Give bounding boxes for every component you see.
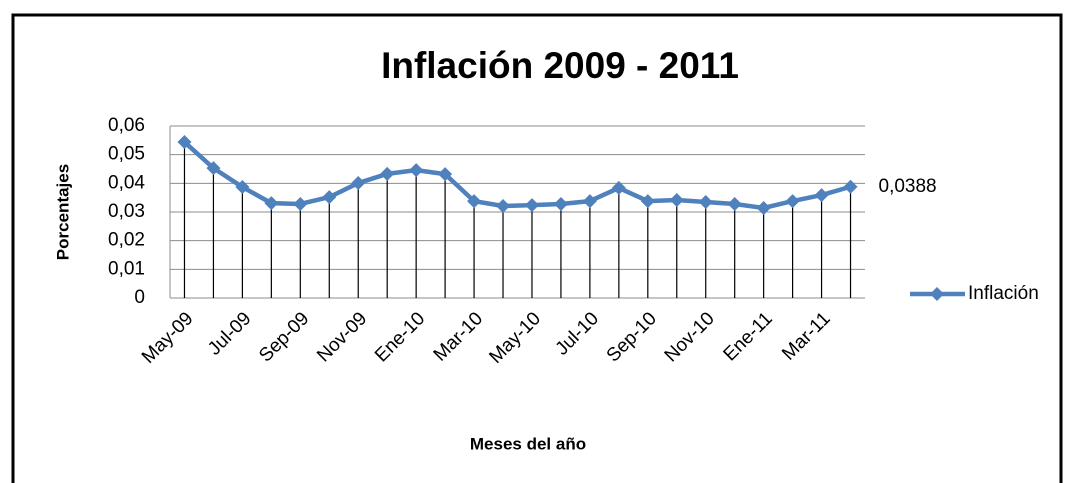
- y-tick-label: 0: [134, 287, 145, 308]
- marker: [206, 161, 221, 176]
- marker: [264, 196, 279, 211]
- marker: [409, 163, 424, 178]
- x-tick-label: Jul-09: [204, 308, 255, 359]
- x-tick-label: Nov-09: [313, 308, 371, 366]
- marker: [785, 194, 800, 209]
- marker: [235, 180, 250, 195]
- chart-frame: [11, 13, 1063, 483]
- marker: [322, 190, 337, 205]
- x-tick-label: May-09: [138, 308, 198, 368]
- marker: [611, 180, 626, 195]
- data-label: 0,0388: [879, 176, 937, 197]
- marker: [467, 194, 482, 209]
- marker: [380, 166, 395, 181]
- x-tick-label: Nov-10: [661, 308, 719, 366]
- marker: [438, 167, 453, 182]
- y-tick-label: 0,06: [108, 115, 145, 136]
- x-tick-label: Ene-10: [371, 308, 429, 366]
- series-line: [182, 140, 852, 211]
- marker: [640, 194, 655, 209]
- x-axis-label: Meses del año: [470, 434, 586, 453]
- marker: [351, 176, 366, 191]
- y-tick-label: 0,05: [108, 144, 145, 165]
- legend-label: Inflación: [968, 283, 1039, 304]
- y-tick-label: 0,03: [108, 201, 145, 222]
- legend-marker: [930, 287, 944, 301]
- x-tick-label: Jul-10: [552, 308, 603, 359]
- marker: [727, 196, 742, 211]
- marker: [843, 179, 858, 194]
- chart-title: Inflación 2009 - 2011: [381, 45, 739, 86]
- marker: [496, 198, 511, 213]
- marker: [582, 194, 597, 209]
- marker: [177, 135, 192, 150]
- marker: [293, 196, 308, 211]
- y-tick-label: 0,02: [108, 230, 145, 251]
- marker: [698, 194, 713, 209]
- marker: [756, 200, 771, 215]
- x-tick-label: Ene-11: [720, 308, 777, 365]
- x-tick-label: Mar-10: [430, 308, 487, 365]
- marker: [524, 198, 539, 213]
- y-tick-label: 0,01: [108, 258, 145, 279]
- marker: [814, 188, 829, 203]
- marker: [669, 192, 684, 207]
- x-tick-label: Mar-11: [778, 308, 834, 364]
- x-tick-label: May-10: [485, 308, 545, 368]
- y-axis-label: Porcentajes: [53, 164, 72, 260]
- marker: [553, 196, 568, 211]
- y-tick-label: 0,04: [108, 172, 145, 193]
- x-tick-label: Sep-10: [603, 308, 661, 366]
- x-tick-label: Sep-09: [255, 308, 313, 366]
